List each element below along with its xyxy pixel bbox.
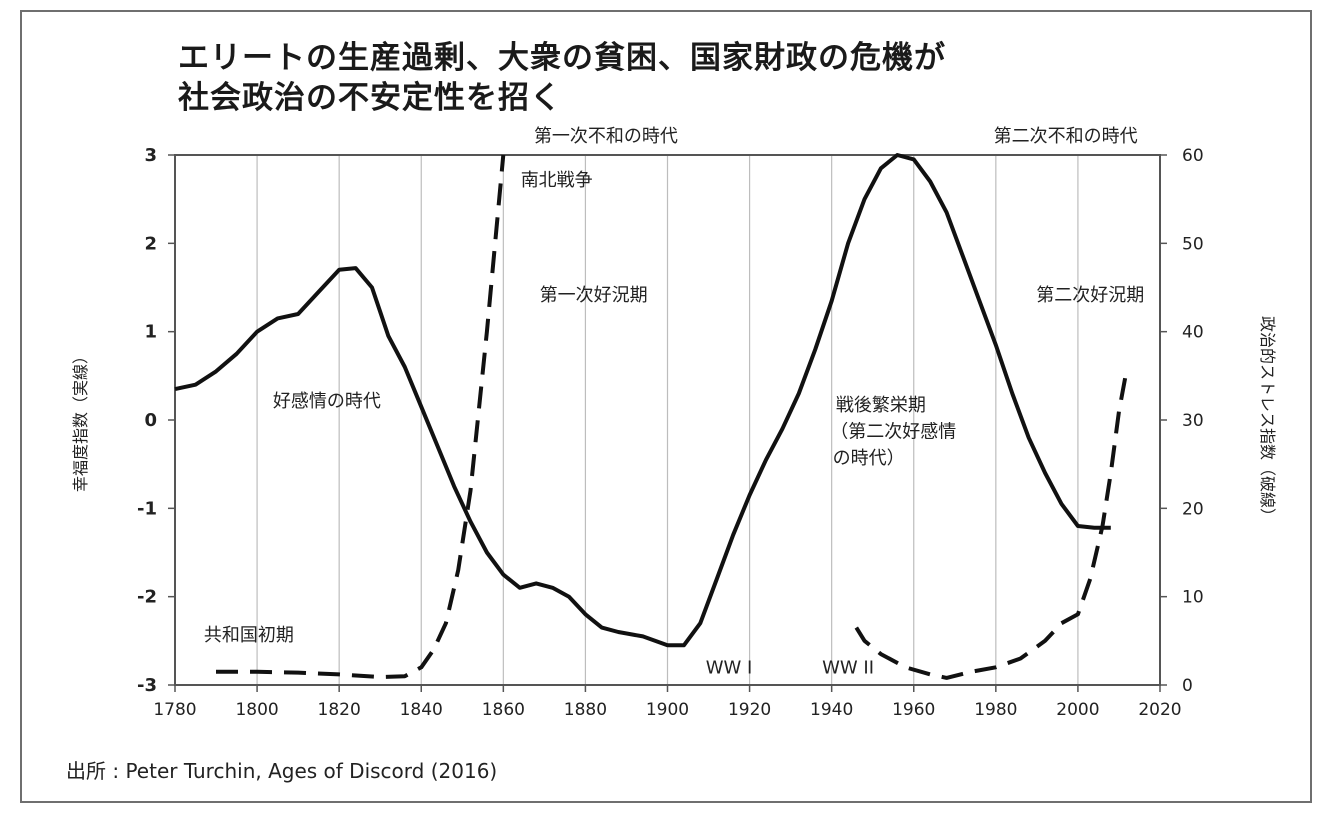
y-right-tick-label: 50 bbox=[1182, 234, 1204, 254]
stress-index-line-1 bbox=[216, 154, 506, 679]
y-left-tick-label: -2 bbox=[137, 587, 157, 608]
annotation-label: 第一次不和の時代 bbox=[534, 126, 678, 147]
x-tick-label: 1920 bbox=[728, 700, 771, 720]
source-note: 出所 : Peter Turchin, Ages of Discord (201… bbox=[66, 759, 498, 783]
x-tick-label: 1880 bbox=[564, 700, 607, 720]
chart-title-line-2: 社会政治の不安定性を招く bbox=[178, 80, 562, 116]
x-tick-label: 1860 bbox=[482, 700, 525, 720]
x-tick-label: 1900 bbox=[646, 700, 689, 720]
y-right-tick-label: 10 bbox=[1182, 588, 1204, 608]
annotation-label: 好感情の時代 bbox=[273, 391, 381, 412]
x-tick-label: 1820 bbox=[318, 700, 361, 720]
annotation-label: 戦後繁栄期 bbox=[836, 395, 926, 416]
x-tick-label: 2020 bbox=[1138, 700, 1181, 720]
annotation-label: 第一次好況期 bbox=[540, 285, 648, 306]
x-tick-label: 1780 bbox=[153, 700, 196, 720]
x-tick-label: 1800 bbox=[235, 700, 278, 720]
annotation-label: 南北戦争 bbox=[521, 170, 593, 191]
x-tick-label: 1840 bbox=[400, 700, 443, 720]
annotation-label: （第二次好感情 bbox=[830, 422, 956, 443]
annotation-label: の時代） bbox=[833, 448, 905, 469]
x-tick-label: 1940 bbox=[810, 700, 853, 720]
annotation-label: WW II bbox=[822, 658, 874, 679]
y-right-tick-label: 30 bbox=[1182, 411, 1204, 431]
y-left-tick-label: 0 bbox=[144, 410, 157, 431]
y-right-tick-label: 0 bbox=[1182, 676, 1193, 696]
x-tick-label: 1980 bbox=[974, 700, 1017, 720]
y-right-tick-label: 40 bbox=[1182, 323, 1204, 343]
annotation-label: 共和国初期 bbox=[204, 625, 294, 646]
y-right-axis-label: 政治的ストレス指数（破線） bbox=[1258, 316, 1277, 524]
y-left-tick-label: 2 bbox=[144, 233, 157, 254]
y-left-tick-label: 1 bbox=[144, 322, 157, 343]
chart-title-line-1: エリートの生産過剰、大衆の貧困、国家財政の危機が bbox=[178, 40, 946, 76]
annotation-label: 第二次不和の時代 bbox=[994, 126, 1138, 147]
y-left-tick-label: -3 bbox=[137, 675, 157, 696]
y-right-tick-label: 20 bbox=[1182, 499, 1204, 519]
x-tick-label: 2000 bbox=[1056, 700, 1099, 720]
y-left-axis-label: 幸福度指数（実線） bbox=[71, 348, 90, 492]
y-left-tick-label: 3 bbox=[144, 145, 157, 166]
annotation-label: 第二次好況期 bbox=[1036, 285, 1144, 306]
wellbeing-index-line bbox=[174, 153, 1111, 648]
y-left-tick-label: -1 bbox=[137, 498, 157, 519]
y-right-tick-label: 60 bbox=[1182, 146, 1204, 166]
x-tick-label: 1960 bbox=[892, 700, 935, 720]
stress-index-line-2 bbox=[854, 366, 1130, 680]
annotation-label: WW I bbox=[706, 658, 753, 679]
